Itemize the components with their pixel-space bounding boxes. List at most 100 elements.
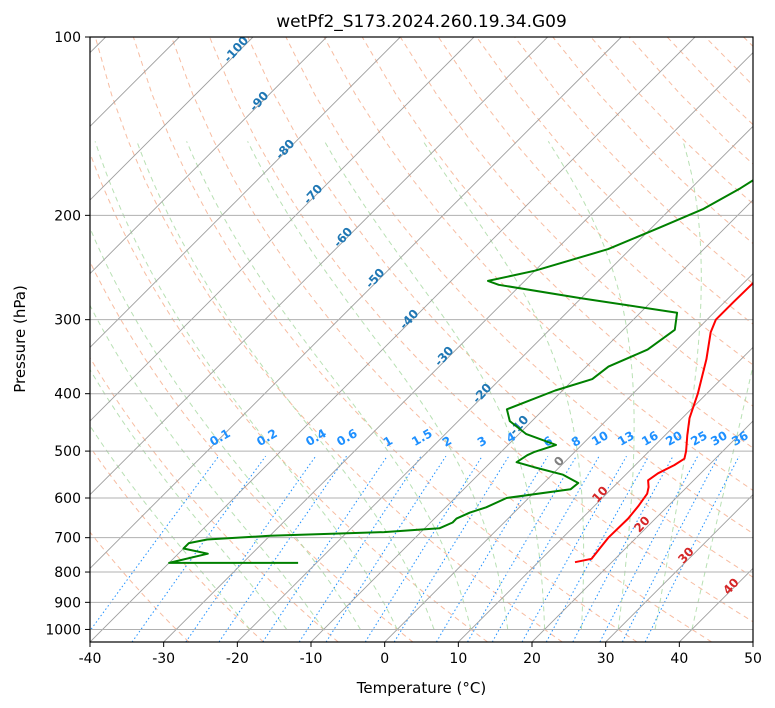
mixing-ratio-line: [218, 455, 347, 642]
mixing-ratio-line: [435, 455, 549, 642]
isotherm-label: -30: [432, 344, 457, 369]
dry-adiabat: [437, 37, 753, 366]
mixing-ratio-line: [644, 455, 740, 642]
dry-adiabat: [514, 37, 753, 285]
isotherm: [90, 37, 401, 348]
moist-adiabat: [247, 141, 509, 630]
mixing-ratio-label: 1.5: [409, 426, 434, 449]
moist-adiabat: [547, 141, 635, 630]
x-tick-label: 20: [523, 651, 541, 667]
isotherm-label: -60: [331, 225, 356, 250]
mixing-ratio-label: 8: [569, 433, 583, 449]
dry-adiabat: [361, 37, 753, 449]
moist-adiabat: [90, 368, 288, 630]
isoline-labels: -100-90-80-70-60-50-40-30-20-1000.1 0.2 0.…: [207, 33, 750, 597]
dry-adiabat: [94, 37, 563, 642]
isotherm: [90, 37, 327, 275]
dry-adiabat: [476, 37, 753, 325]
pressure-grid: [90, 37, 753, 630]
mixing-ratio-line: [262, 455, 388, 642]
dry-adiabat: [90, 260, 414, 642]
mixing-ratio-line: [298, 455, 422, 642]
x-tick-label: 10: [449, 651, 467, 667]
mixing-ratio-label: 30: [708, 428, 729, 448]
moist-adiabat: [324, 141, 546, 630]
isotherm-label: -80: [273, 137, 298, 162]
y-tick-label: 400: [54, 387, 81, 403]
mixing-ratio-label: 1: [381, 433, 395, 449]
y-tick-label: 900: [54, 595, 81, 611]
x-tick-label: 50: [744, 651, 762, 667]
isotherm: [90, 37, 622, 569]
y-axis-label: Pressure (hPa): [11, 285, 29, 393]
y-tick-label: 600: [54, 491, 81, 507]
x-tick-label: -30: [152, 651, 175, 667]
mixing-ratio-line: [325, 455, 447, 642]
isotherm-red-label: 10: [589, 483, 611, 505]
mixing-ratio-label: 10: [589, 428, 610, 448]
isotherm: [237, 125, 753, 642]
moist-adiabat: [94, 141, 398, 630]
mixing-ratio-line: [572, 455, 674, 642]
isotherm: [531, 420, 753, 642]
moist-adiabat: [186, 141, 472, 630]
y-tick-label: 800: [54, 565, 81, 581]
y-axis: 100 200 300 400 500 600 700 800 900 1000: [45, 30, 90, 638]
y-tick-label: 700: [54, 531, 81, 547]
moist-adiabat: [90, 226, 361, 630]
dry-adiabat: [90, 531, 190, 642]
dry-adiabat: [90, 446, 264, 642]
y-tick-label: 300: [54, 313, 81, 329]
mixing-ratio-label: 20: [663, 428, 684, 448]
mixing-ratio-line: [185, 455, 317, 642]
moist-adiabat: [90, 304, 325, 630]
isotherm: [90, 37, 696, 642]
dry-adiabat: [90, 151, 488, 642]
isotherm-red-label: 40: [720, 575, 742, 597]
isotherm-red-label: 30: [675, 544, 697, 566]
x-tick-label: -40: [79, 651, 102, 667]
x-axis-label: Temperature (°C): [356, 679, 486, 697]
moist-adiabat: [691, 363, 753, 630]
isotherm: [605, 494, 753, 642]
isotherm: [90, 37, 548, 496]
isotherm: [90, 37, 254, 201]
x-tick-label: -10: [300, 651, 323, 667]
isotherm-label: -50: [363, 266, 388, 291]
mixing-ratio-line: [467, 455, 577, 642]
x-axis: -40 -30 -20 -10 0 10 20 30 40 50: [79, 642, 762, 667]
moist-adiabat: [654, 141, 702, 630]
y-tick-label: 1000: [45, 622, 81, 638]
isotherm-label: -100: [221, 33, 251, 65]
moist-adiabat: [90, 424, 251, 630]
y-tick-label: 100: [54, 30, 81, 46]
mixing-ratio-label: 36: [729, 428, 750, 448]
isotherm-label: -70: [301, 182, 326, 207]
mixing-ratio-label: 3: [475, 433, 489, 449]
dry-adiabat: [704, 37, 753, 87]
dry-adiabat: [90, 356, 339, 642]
moist-adiabat: [422, 141, 585, 630]
temperature-line: [574, 281, 753, 564]
dry-adiabat: [247, 37, 753, 578]
isotherm-label: -90: [247, 89, 272, 114]
x-tick-label: 40: [670, 651, 688, 667]
chart-title: wetPf2_S173.2024.260.19.34.G09: [276, 12, 567, 32]
isotherm-label: -40: [397, 307, 422, 332]
dry-adiabat: [132, 37, 638, 642]
isotherm-label: -20: [470, 381, 495, 406]
dry-adiabat: [552, 37, 753, 245]
moist-adiabat: [136, 141, 435, 630]
isotherm: [458, 346, 753, 642]
x-tick-label: 30: [597, 651, 615, 667]
mixing-ratio-line: [90, 455, 220, 632]
dry-adiabat: [743, 37, 753, 47]
mixing-ratio-label: 25: [688, 428, 709, 448]
mixing-ratio-label: 2: [440, 433, 454, 449]
isotherm: [752, 641, 753, 642]
isotherm: [90, 37, 475, 422]
isotherm: [310, 199, 753, 642]
mixing-ratio-line: [131, 455, 267, 642]
isotherm-red-label: 20: [631, 513, 653, 535]
